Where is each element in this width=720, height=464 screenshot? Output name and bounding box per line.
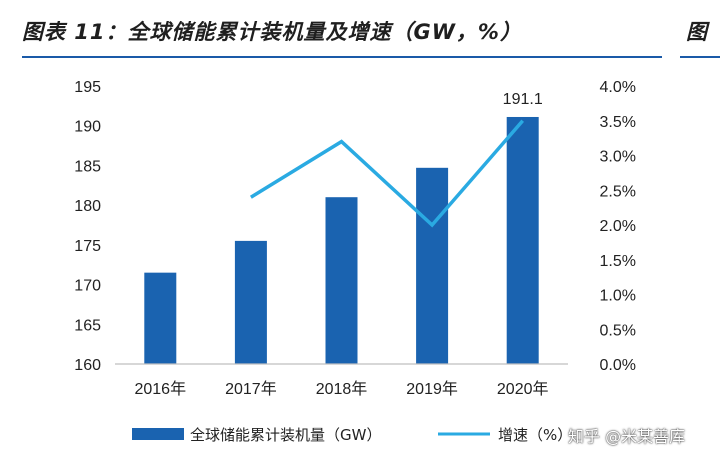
x-tick-label: 2019年 (406, 380, 458, 398)
right-tick-label: 3.0% (600, 149, 636, 166)
right-tick-label: 0.0% (600, 357, 636, 374)
x-tick-label: 2018年 (316, 380, 368, 398)
title-rule (22, 56, 662, 58)
bar (234, 240, 267, 364)
legend-bar-label: 全球储能累计装机量（GW） (190, 426, 381, 444)
left-axis: 160 165 170 175 180 185 190 195 (74, 79, 101, 374)
right-tick-label: 2.5% (600, 183, 636, 200)
left-tick-label: 160 (74, 357, 101, 374)
left-tick-label: 190 (74, 119, 101, 136)
title-rule-right (680, 56, 720, 58)
right-tick-label: 0.5% (600, 322, 636, 339)
bar (416, 167, 449, 364)
legend: 全球储能累计装机量（GW） 增速（%） (132, 426, 572, 444)
right-axis: 0.0% 0.5% 1.0% 1.5% 2.0% 2.5% 3.0% 3.5% 4.0% (600, 79, 636, 374)
left-tick-label: 195 (74, 79, 101, 96)
data-labels: 191.1 (503, 91, 543, 108)
x-tick-label: 2016年 (134, 380, 186, 398)
chart-title: 图表 11：全球储能累计装机量及增速（GW，%） (22, 20, 522, 44)
right-tick-label: 2.0% (600, 218, 636, 235)
bar (325, 197, 358, 364)
watermark: 知乎 @米某善库 (568, 427, 686, 446)
right-tick-label: 4.0% (600, 79, 636, 96)
growth-line (249, 119, 525, 228)
line-series (249, 119, 525, 228)
left-tick-label: 175 (74, 238, 101, 255)
left-tick-label: 165 (74, 317, 101, 334)
legend-line-label: 增速（%） (498, 426, 572, 444)
left-tick-label: 185 (74, 158, 101, 175)
right-tick-label: 1.0% (600, 288, 636, 305)
right-tick-label: 3.5% (600, 114, 636, 131)
bar-data-label: 191.1 (503, 91, 543, 108)
bar (144, 272, 177, 364)
left-tick-label: 180 (74, 198, 101, 215)
bar-series (144, 116, 539, 364)
x-tick-label: 2017年 (225, 380, 277, 398)
x-axis: 2016年 2017年 2018年 2019年 2020年 (134, 380, 548, 398)
bar (506, 116, 539, 364)
right-tick-label: 1.5% (600, 253, 636, 270)
x-tick-label: 2020年 (497, 380, 549, 398)
legend-bar-swatch (132, 428, 184, 440)
clipped-next-title: 图 (686, 20, 707, 44)
left-tick-label: 170 (74, 278, 101, 295)
